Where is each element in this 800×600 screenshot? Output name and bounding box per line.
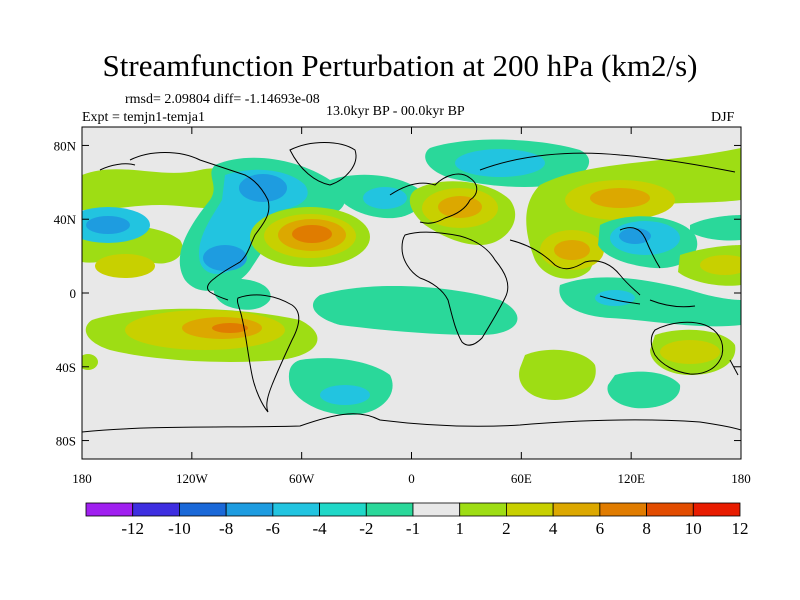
colorbar-label: 8 <box>642 519 651 538</box>
colorbar-swatch <box>85 502 134 517</box>
colorbar-label: -4 <box>312 519 327 538</box>
coastline-alaska <box>99 163 136 171</box>
contour-region <box>363 187 407 209</box>
contour-region <box>690 215 741 241</box>
colorbar-label: -12 <box>121 519 144 538</box>
coastline-antarctica <box>82 413 741 433</box>
coastline-africa <box>401 231 509 346</box>
contour-region <box>595 290 635 306</box>
colorbar-label: -1 <box>406 519 420 538</box>
coastlines <box>82 142 741 433</box>
colorbar-label: -6 <box>266 519 280 538</box>
contour-region <box>590 188 650 208</box>
y-axis: 80N 40N 0 40S 80S <box>54 138 741 449</box>
coastline-australia <box>650 321 724 375</box>
contour-field <box>82 127 741 459</box>
colorbar-label: -2 <box>359 519 373 538</box>
colorbar-swatch <box>506 502 554 517</box>
contour-region <box>312 285 518 335</box>
colorbar-label: 2 <box>502 519 511 538</box>
contour-region <box>619 228 651 244</box>
colorbar-swatch <box>319 502 367 517</box>
coastline-new-zealand <box>729 359 739 376</box>
x-tick-label: 180 <box>731 471 751 486</box>
colorbar-label: -10 <box>168 519 191 538</box>
x-axis: 180 120W 60W 0 60E 120E 180 <box>72 127 751 486</box>
coastline-north-america <box>129 152 270 301</box>
x-tick-label: 60W <box>289 471 315 486</box>
colorbar-swatch <box>272 502 320 517</box>
colorbar-swatch <box>412 502 461 517</box>
contour-region <box>86 216 130 234</box>
coastline-asia <box>479 152 736 296</box>
x-tick-label: 180 <box>72 471 92 486</box>
period-label: 13.0kyr BP - 00.0kyr BP <box>326 104 465 119</box>
x-tick-label: 120W <box>176 471 209 486</box>
colorbar-label: 6 <box>596 519 605 538</box>
contour-region <box>212 323 248 333</box>
coastline-europe <box>389 173 478 224</box>
contour-region <box>455 149 545 177</box>
colorbar-label: 1 <box>455 519 464 538</box>
y-tick-label: 80S <box>56 434 76 449</box>
colorbar-swatch <box>225 502 274 517</box>
y-tick-label: 80N <box>54 138 77 153</box>
contour-region <box>559 277 741 327</box>
contour-region <box>213 278 271 310</box>
colorbar-label: 4 <box>549 519 558 538</box>
contour-region <box>320 385 370 405</box>
colorbar-swatch <box>132 502 180 517</box>
colorbar-swatch <box>552 502 601 517</box>
contour-region <box>700 255 741 275</box>
coastline-greenland <box>289 142 357 186</box>
x-tick-label: 120E <box>617 471 645 486</box>
colorbar-swatch <box>459 502 507 517</box>
map-title: Streamfunction Perturbation at 200 hPa (… <box>102 48 698 83</box>
contour-region <box>239 174 287 202</box>
contour-region <box>292 225 332 243</box>
colorbar-swatch <box>599 502 647 517</box>
y-tick-label: 40N <box>54 212 77 227</box>
x-tick-label: 0 <box>408 471 415 486</box>
contour-region <box>660 340 720 364</box>
contour-region <box>203 245 247 271</box>
experiment-label: Expt = temjn1-temja1 <box>82 110 205 125</box>
contour-region <box>82 168 243 211</box>
stats-text: rmsd= 2.09804 diff= -1.14693e-08 <box>125 92 320 107</box>
contour-region <box>95 254 155 278</box>
contour-region <box>82 354 98 370</box>
y-tick-label: 0 <box>70 286 77 301</box>
colorbar-label: -8 <box>219 519 233 538</box>
colorbar-label: 10 <box>685 519 702 538</box>
colorbar-label: 12 <box>732 519 749 538</box>
y-tick-label: 40S <box>56 360 76 375</box>
x-tick-label: 60E <box>511 471 532 486</box>
colorbar-swatch <box>692 502 741 517</box>
contour-region <box>607 371 681 409</box>
colorbar-swatch <box>646 502 694 517</box>
colorbar-swatch <box>179 502 227 517</box>
contour-region <box>554 240 590 260</box>
contour-region <box>438 196 482 218</box>
colorbar: -12 -10 -8 -6 -4 -2 -1 1 2 4 6 8 10 12 <box>85 502 749 538</box>
colorbar-swatch <box>365 502 414 517</box>
contour-region <box>519 349 596 400</box>
coastline-south-america <box>237 294 300 413</box>
coastline-indonesia <box>599 295 696 308</box>
season-label: DJF <box>711 110 735 125</box>
